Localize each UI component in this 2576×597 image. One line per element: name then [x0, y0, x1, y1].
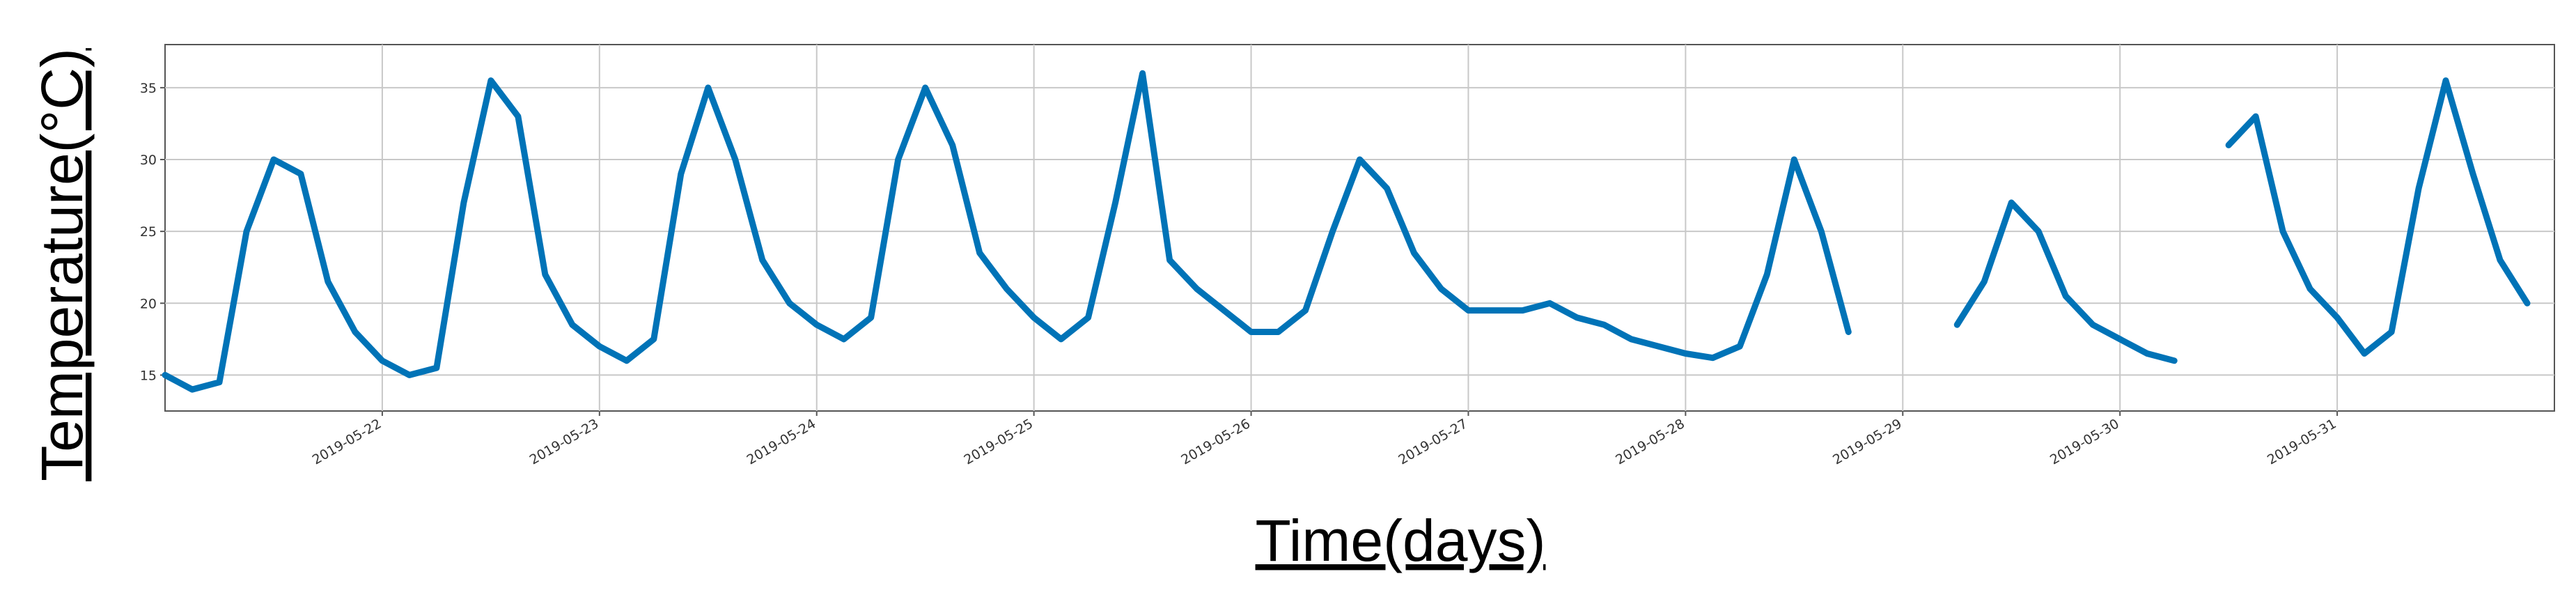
x-tick-label: 2019-05-27 — [1396, 416, 1470, 467]
y-tick-label: 25 — [140, 224, 157, 240]
x-axis-title: Time(days) — [1256, 508, 1546, 573]
x-tick-label: 2019-05-30 — [2047, 416, 2122, 467]
x-tick-label: 2019-05-28 — [1613, 416, 1687, 467]
line — [162, 70, 2531, 393]
x-tick-label: 2019-05-23 — [527, 416, 602, 467]
y-tick-label: 15 — [140, 368, 157, 383]
x-tick-label: 2019-05-25 — [962, 416, 1036, 467]
plot-area — [164, 44, 2555, 412]
x-tick-label: 2019-05-22 — [310, 416, 384, 467]
x-tick-label: 2019-05-26 — [1178, 416, 1253, 467]
x-tick-label: 2019-05-31 — [2265, 416, 2339, 467]
x-tick-label: 2019-05-24 — [744, 416, 819, 467]
y-tick-label: 30 — [140, 153, 157, 168]
y-axis-title: Temperature(°C) — [29, 48, 95, 481]
y-tick-label: 20 — [140, 296, 157, 311]
y-tick-label: 35 — [140, 81, 157, 96]
x-tick-label: 2019-05-29 — [1830, 416, 1905, 467]
